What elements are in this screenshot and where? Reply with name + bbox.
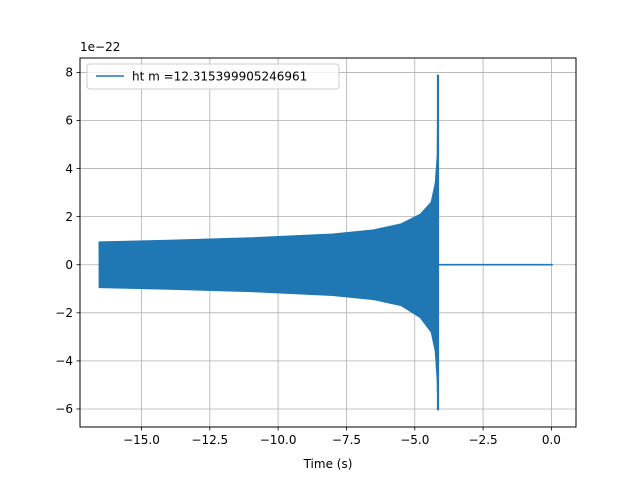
legend-box	[86, 63, 340, 90]
x-tick-label: −10.0	[260, 433, 297, 447]
y-tick-label: 6	[65, 114, 73, 128]
axes-frame	[79, 57, 577, 428]
series-waveform-oscillation	[98, 74, 439, 393]
x-tick-label: −12.5	[191, 433, 228, 447]
legend-entry-label: ht m =12.315399905246961	[132, 70, 307, 84]
y-tick-label: 4	[65, 162, 73, 176]
x-tick-label: −15.0	[123, 433, 160, 447]
x-axis-label: Time (s)	[303, 457, 353, 471]
y-tick-label: −2	[55, 306, 73, 320]
y-axis-offset-label: 1e−22	[80, 40, 120, 54]
y-tick-label: 8	[65, 66, 73, 80]
y-tick-label: 2	[65, 210, 73, 224]
x-tick-label: −7.5	[332, 433, 361, 447]
x-tick-label: 0.0	[542, 433, 561, 447]
y-tick-label: −4	[55, 354, 73, 368]
x-tick-label: −2.5	[469, 433, 498, 447]
plot-area	[98, 74, 553, 411]
y-tick-label: −6	[55, 402, 73, 416]
y-tick-label: 0	[65, 258, 73, 272]
legend: ht m =12.315399905246961	[86, 63, 340, 90]
x-tick-label: −5.0	[400, 433, 429, 447]
y-axis-ticks: −6 −4 −2 0 2 4 6 8	[55, 66, 80, 416]
x-axis-ticks: −15.0 −12.5 −10.0 −7.5 −5.0 −2.5 0.0	[123, 427, 561, 447]
